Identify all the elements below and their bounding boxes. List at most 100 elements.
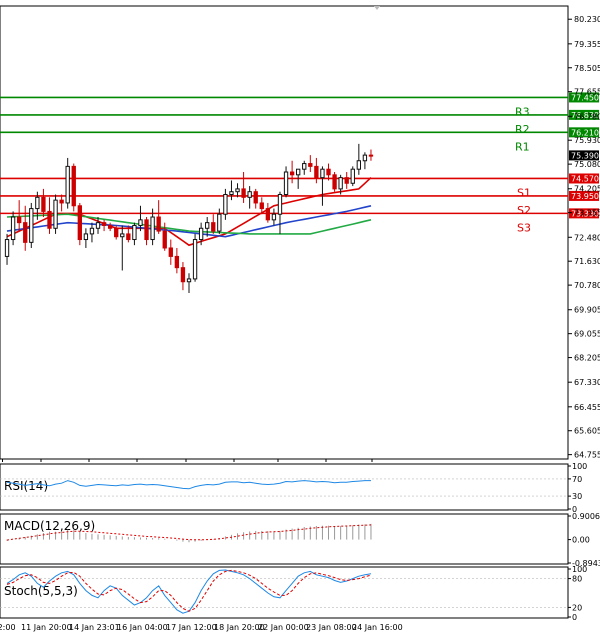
level-price-label: 74.570 — [571, 174, 599, 183]
rsi-line — [6, 480, 371, 490]
scroll-marker-icon — [374, 6, 380, 10]
candle — [83, 228, 89, 248]
candle — [283, 166, 289, 198]
candle — [332, 172, 337, 192]
candle — [211, 214, 216, 234]
x-tick-label: 14 Jan 23:01 — [69, 623, 120, 632]
candle — [308, 155, 313, 173]
level-price-tag — [569, 109, 599, 120]
candle — [41, 188, 46, 218]
candle — [241, 172, 246, 203]
candle — [144, 217, 149, 246]
candle — [314, 157, 319, 184]
candle — [126, 225, 131, 243]
stoch-title: Stoch(5,5,3) — [4, 584, 78, 598]
x-tick-label: 23 Jan 08:00 — [306, 623, 357, 632]
candle — [107, 222, 113, 232]
candle — [344, 172, 349, 189]
candle — [186, 273, 192, 293]
candle — [156, 200, 161, 234]
x-tick-label: 18 Jan 20:00 — [214, 623, 265, 632]
candle — [205, 217, 210, 237]
price-y-tick-label: 71.630 — [574, 257, 600, 266]
candle — [362, 152, 368, 170]
stoch-y-tick-label: 20 — [572, 603, 582, 612]
candle — [132, 222, 137, 246]
candle — [247, 186, 252, 209]
current-price-tag — [569, 150, 599, 161]
stoch-panel-frame — [0, 566, 569, 619]
level-price-label: 76.210 — [571, 128, 599, 137]
rsi-y-tick-label: 30 — [572, 492, 582, 501]
x-tick-label: 11 Jan 20:00 — [21, 623, 72, 632]
level-name-r3: R3 — [515, 105, 530, 118]
rsi-y-tick-label: 0 — [572, 505, 577, 514]
level-price-tag — [569, 208, 599, 219]
price-y-tick-label: 69.905 — [574, 306, 600, 315]
candle — [71, 163, 76, 212]
price-panel-frame — [0, 5, 569, 460]
candle — [259, 197, 264, 215]
candle — [23, 205, 28, 251]
level-price-label: 73.330 — [571, 209, 599, 218]
level-price-tag — [569, 92, 599, 103]
price-y-tick-label: 76.780 — [574, 112, 600, 121]
stoch-signal-line — [6, 569, 372, 612]
stoch-y-tick-label: 0 — [572, 613, 577, 622]
candle — [65, 157, 70, 209]
price-y-tick-label: 78.505 — [574, 64, 600, 73]
candle — [350, 166, 355, 187]
price-y-tick-label: 65.605 — [574, 427, 600, 436]
rsi-panel-frame — [0, 463, 569, 511]
candle — [223, 188, 228, 220]
level-name-r2: R2 — [515, 123, 530, 136]
sma-mid-line — [6, 205, 372, 238]
candle — [101, 219, 107, 232]
candle — [235, 183, 240, 198]
x-tick-label: 24 Jan 16:00 — [352, 623, 403, 632]
level-price-tag — [569, 127, 599, 138]
macd-y-tick-label: 0.9006 — [572, 512, 600, 521]
candle — [162, 222, 167, 251]
stoch-y-tick-label: 100 — [572, 565, 587, 574]
price-y-tick-label: 64.755 — [574, 451, 600, 460]
candle — [265, 202, 271, 223]
candle — [89, 222, 95, 243]
macd-y-tick-label: 0.00 — [572, 536, 590, 545]
candle — [338, 174, 343, 195]
x-tick-label: 17 Jan 12:00 — [166, 623, 217, 632]
level-name-s1: S1 — [517, 186, 531, 199]
candle — [29, 202, 34, 248]
candle — [326, 163, 331, 181]
level-price-tag — [569, 173, 599, 184]
price-y-tick-label: 66.455 — [574, 403, 600, 412]
candle — [168, 239, 173, 265]
candle — [356, 143, 362, 175]
candle — [302, 160, 307, 175]
price-y-tick-label: 72.480 — [574, 233, 600, 242]
candle — [180, 262, 186, 291]
rsi-y-tick-label: 70 — [572, 475, 582, 484]
x-tick-label: 22 Jan 00:00 — [258, 623, 309, 632]
x-tick-label: 16 Jan 04:00 — [117, 623, 168, 632]
candle — [59, 194, 64, 212]
price-y-tick-label: 77.655 — [574, 88, 600, 97]
price-y-tick-label: 79.355 — [574, 40, 600, 49]
macd-y-tick-label: -0.8943 — [572, 559, 600, 568]
price-y-tick-label: 73.355 — [574, 209, 600, 218]
candle — [198, 222, 204, 246]
level-name-s3: S3 — [517, 221, 531, 234]
candle — [277, 191, 283, 234]
price-y-tick-label: 69.055 — [574, 330, 600, 339]
level-name-s2: S2 — [517, 204, 531, 217]
candle — [271, 208, 277, 226]
price-y-tick-label: 75.930 — [574, 136, 600, 145]
candle — [10, 211, 16, 246]
candle — [77, 202, 82, 246]
candle — [120, 225, 125, 271]
candle — [53, 194, 58, 234]
level-price-label: 73.950 — [571, 192, 599, 201]
macd-panel-frame — [0, 513, 569, 565]
